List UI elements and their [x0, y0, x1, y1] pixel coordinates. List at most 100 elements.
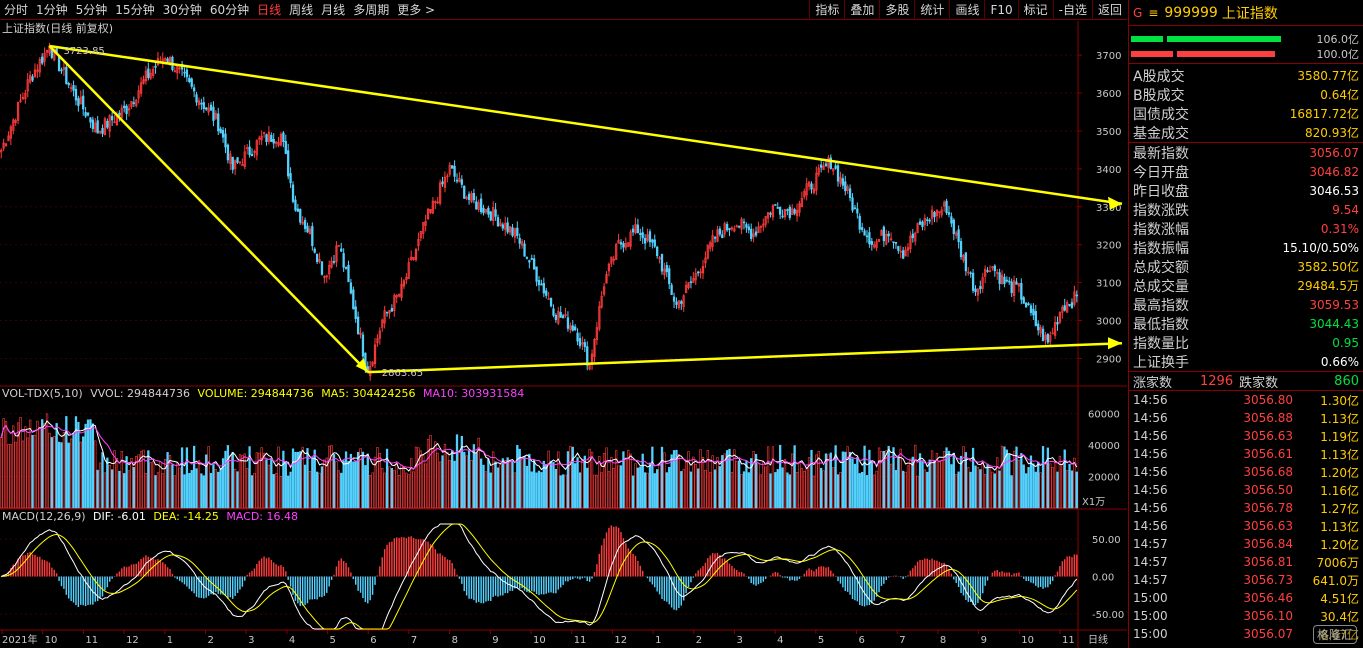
- candle-body: [856, 208, 859, 214]
- period-tab-7[interactable]: 周线: [289, 2, 314, 17]
- volume-bar: [627, 449, 630, 509]
- g-badge[interactable]: G: [1133, 5, 1143, 20]
- candle-body: [233, 160, 237, 169]
- volume-bar: [289, 471, 292, 509]
- volume-bar: [33, 434, 37, 509]
- candle-body: [410, 256, 413, 261]
- period-tab-1[interactable]: 1分钟: [36, 2, 68, 17]
- volume-bar: [426, 439, 430, 509]
- volume-indicator-name[interactable]: VOL-TDX(5,10): [2, 387, 83, 400]
- candle-body: [217, 113, 220, 132]
- candle-body: [289, 173, 292, 184]
- tick-volume: 1.30亿: [1320, 393, 1359, 408]
- candle-body: [508, 226, 512, 233]
- candle-body: [643, 237, 647, 244]
- candle-body: [38, 59, 41, 73]
- candle-body: [926, 219, 929, 221]
- period-tab-3[interactable]: 15分钟: [115, 2, 155, 17]
- volume-bar: [653, 473, 656, 509]
- stat-label: 最低指数: [1133, 316, 1189, 333]
- volume-bar: [648, 462, 652, 509]
- candle-body: [108, 115, 111, 132]
- low-label: 2863.65: [382, 368, 423, 379]
- volume-bar: [836, 474, 840, 509]
- volume-bar: [332, 454, 336, 509]
- volume-bar: [458, 450, 461, 509]
- candle-body: [921, 221, 924, 227]
- tool-button-1[interactable]: 叠加: [844, 0, 879, 20]
- volume-bar: [385, 448, 389, 509]
- tool-button-0[interactable]: 指标: [809, 0, 844, 20]
- volume-bar: [393, 470, 396, 509]
- volume-bar: [636, 467, 640, 509]
- volume-bar: [69, 438, 73, 509]
- period-tab-8[interactable]: 月线: [321, 2, 346, 17]
- candle-body: [212, 106, 215, 121]
- period-tab-10[interactable]: 更多 >: [397, 2, 436, 17]
- volume-bar: [769, 473, 772, 509]
- candle-body: [518, 237, 521, 244]
- candle-body: [477, 202, 480, 210]
- tool-button-5[interactable]: F10: [984, 0, 1017, 20]
- tool-button-7[interactable]: -自选: [1052, 0, 1092, 20]
- volume-bar: [465, 455, 468, 509]
- tool-button-2[interactable]: 多股: [879, 0, 914, 20]
- volume-bar: [656, 469, 659, 509]
- candle-body: [916, 223, 919, 234]
- candle-body: [786, 209, 789, 211]
- candle-body: [803, 191, 806, 198]
- candle-body: [624, 243, 627, 248]
- volume-bar: [535, 472, 538, 509]
- period-tab-4[interactable]: 30分钟: [162, 2, 202, 17]
- candle-body: [282, 132, 285, 143]
- tool-button-6[interactable]: 标记: [1017, 0, 1053, 20]
- candle-body: [144, 70, 148, 82]
- menu-icon[interactable]: ≡: [1148, 5, 1159, 20]
- volume-bar: [735, 461, 738, 509]
- volume-bar: [470, 460, 473, 509]
- candle-body: [1056, 322, 1059, 325]
- volume-bar: [1063, 449, 1066, 509]
- candle-body: [1041, 328, 1045, 342]
- quote-header: G ≡ 999999 上证指数: [1129, 0, 1363, 26]
- volume-bar: [125, 456, 128, 509]
- period-tab-6[interactable]: 日线: [257, 2, 282, 17]
- tick-list[interactable]: 14:56 3056.80 1.30亿 14:56 3056.88 1.13亿 14:56 3…: [1129, 391, 1363, 643]
- period-tab-0[interactable]: 分时: [4, 2, 29, 17]
- candle-body: [340, 248, 343, 252]
- volume-bar: [291, 448, 295, 509]
- candlestick-chart[interactable]: 3700360035003400330032003100300029003723…: [0, 21, 1127, 648]
- candle-body: [665, 265, 668, 273]
- volume-bar: [451, 450, 454, 509]
- tool-button-3[interactable]: 统计: [914, 0, 949, 20]
- candle-body: [499, 222, 502, 227]
- volume-bar: [55, 423, 58, 509]
- volume-bar: [928, 459, 931, 509]
- turnover-value: 3580.77亿: [1297, 69, 1359, 83]
- candle-body: [675, 301, 678, 305]
- stat-row: 指数涨幅 0.31%: [1129, 219, 1363, 238]
- candle-body: [682, 295, 685, 307]
- tool-button-8[interactable]: 返回: [1091, 0, 1127, 20]
- macd-indicator-name[interactable]: MACD(12,26,9): [2, 510, 86, 523]
- candle-body: [0, 149, 3, 153]
- volume-bar: [436, 452, 439, 509]
- tool-button-4[interactable]: 画线: [949, 0, 984, 20]
- advance-label: 涨家数: [1133, 375, 1173, 391]
- chart-area[interactable]: 3700 3600 3500 3400 3300 3200 3100 3000 2900 3723…: [0, 21, 1127, 648]
- volume-bar: [496, 467, 500, 509]
- volume-bar: [537, 470, 541, 509]
- volume-bar: [600, 472, 603, 509]
- period-tab-5[interactable]: 60分钟: [209, 2, 250, 17]
- candle-body: [552, 308, 555, 316]
- volume-bar: [506, 457, 509, 509]
- volume-bar: [815, 454, 818, 509]
- candle-body: [311, 226, 314, 247]
- candle-body: [861, 227, 864, 230]
- period-tab-2[interactable]: 5分钟: [75, 2, 108, 17]
- candle-body: [542, 282, 545, 294]
- candle-body: [484, 209, 488, 213]
- period-tab-9[interactable]: 多周期: [353, 2, 390, 17]
- volume-bar: [484, 471, 488, 509]
- volume-bar: [832, 467, 835, 509]
